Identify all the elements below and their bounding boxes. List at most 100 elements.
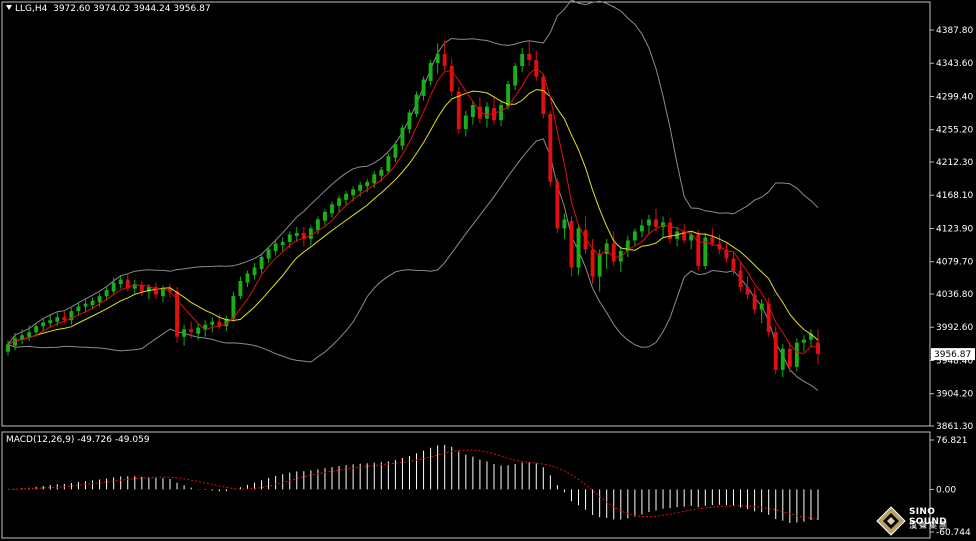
price-axis-label: 3992.60 bbox=[936, 323, 973, 333]
macd-header: MACD(12,26,9) -49.726 -49.059 bbox=[6, 435, 150, 445]
current-price-box bbox=[931, 348, 975, 361]
candle-body bbox=[153, 287, 158, 295]
bollinger-lower-line bbox=[7, 138, 819, 391]
ma-fast-line bbox=[7, 67, 819, 355]
candle-body bbox=[69, 311, 74, 321]
candle-body bbox=[780, 348, 785, 370]
candle-body bbox=[393, 144, 398, 158]
macd-signal-line bbox=[7, 449, 819, 520]
logo-brand-cn-text: 漢聲集團 bbox=[909, 521, 949, 530]
candle-body bbox=[548, 114, 553, 182]
main-panel-frame bbox=[1, 1, 931, 427]
candle-body bbox=[520, 53, 525, 66]
candle-body bbox=[287, 234, 292, 242]
candle-body bbox=[111, 282, 116, 292]
candle-body bbox=[809, 333, 813, 340]
price-axis-label: 4387.80 bbox=[936, 26, 973, 36]
price-axis-label: 3948.40 bbox=[936, 356, 973, 366]
candle-body bbox=[583, 229, 588, 250]
candle-body bbox=[231, 296, 236, 319]
candle-body bbox=[104, 290, 109, 297]
candle-body bbox=[604, 243, 609, 254]
candle-body bbox=[146, 287, 151, 292]
candle-body bbox=[337, 198, 341, 206]
candle-body bbox=[562, 219, 567, 229]
price-axis-label: 4168.10 bbox=[936, 191, 973, 201]
chevron-down-icon[interactable] bbox=[6, 5, 12, 10]
candle-body bbox=[41, 322, 46, 327]
candle-body bbox=[618, 250, 623, 262]
candle-body bbox=[168, 288, 172, 292]
candle-body bbox=[224, 318, 229, 327]
price-axis-label: 4255.20 bbox=[936, 126, 973, 136]
candle-body bbox=[365, 181, 370, 187]
macd-panel-frame bbox=[1, 431, 931, 539]
candle-body bbox=[492, 108, 496, 121]
candle-body bbox=[682, 231, 687, 241]
candle-body bbox=[217, 321, 222, 327]
candle-body bbox=[555, 181, 560, 229]
sino-sound-logo: SINO SOUND 漢聲集團 bbox=[874, 504, 974, 538]
logo-brand-text: SINO SOUND bbox=[909, 507, 947, 527]
candle-body bbox=[252, 267, 257, 276]
candle-body bbox=[259, 256, 264, 270]
candle-body bbox=[27, 332, 32, 337]
candle-body bbox=[703, 237, 708, 267]
candle-body bbox=[689, 234, 694, 241]
candle-body bbox=[182, 329, 187, 337]
candle-body bbox=[48, 320, 53, 324]
price-axis-label: 4123.90 bbox=[936, 224, 973, 234]
price-axis-label: 4299.40 bbox=[936, 92, 973, 102]
candle-body bbox=[654, 219, 658, 227]
candle-body bbox=[499, 105, 503, 121]
chart-header: LLG,H4 3972.60 3974.02 3944.24 3956.87 bbox=[6, 4, 211, 14]
candle-body bbox=[456, 91, 461, 130]
candle-body bbox=[294, 232, 299, 236]
candle-body bbox=[724, 249, 729, 259]
candle-body bbox=[83, 303, 88, 307]
macd-axis-label: -60.744 bbox=[936, 528, 971, 538]
candle-body bbox=[752, 294, 757, 310]
candle-body bbox=[161, 288, 165, 297]
candle-body bbox=[485, 106, 489, 119]
candle-body bbox=[203, 324, 208, 330]
candle-body bbox=[238, 281, 243, 297]
candle-body bbox=[344, 193, 349, 200]
candle-body bbox=[13, 338, 17, 346]
candle-body bbox=[90, 300, 95, 306]
candle-body bbox=[62, 317, 67, 321]
candle-body bbox=[20, 335, 25, 340]
price-axis-label: 4212.30 bbox=[936, 158, 973, 168]
candle-body bbox=[34, 326, 39, 333]
candle-body bbox=[118, 279, 123, 285]
price-axis-label: 3904.20 bbox=[936, 390, 973, 400]
price-axis-label: 4343.60 bbox=[936, 59, 973, 69]
candle-body bbox=[97, 296, 102, 303]
candle-body bbox=[816, 342, 820, 355]
candle-body bbox=[787, 348, 792, 367]
candle-body bbox=[590, 249, 595, 277]
candle-body bbox=[513, 65, 518, 86]
candle-body bbox=[125, 279, 130, 289]
candle-body bbox=[442, 53, 447, 66]
candle-body bbox=[527, 53, 532, 60]
candle-body bbox=[647, 219, 651, 226]
candle-body bbox=[463, 115, 468, 130]
candle-body bbox=[428, 62, 433, 81]
candle-body bbox=[308, 228, 313, 239]
candle-body bbox=[506, 84, 511, 107]
candle-body bbox=[801, 339, 806, 343]
logo-emblem-icon bbox=[876, 506, 906, 536]
candle-body bbox=[280, 241, 285, 245]
candle-body bbox=[55, 317, 60, 322]
candle-body bbox=[477, 106, 482, 119]
candle-body bbox=[330, 204, 334, 214]
candle-body bbox=[372, 174, 377, 184]
ohlc-readout: 3972.60 3974.02 3944.24 3956.87 bbox=[53, 4, 211, 14]
candle-body bbox=[449, 65, 454, 92]
current-price-label: 3956.87 bbox=[934, 350, 971, 360]
candle-body bbox=[597, 253, 602, 277]
candle-body bbox=[696, 234, 701, 267]
